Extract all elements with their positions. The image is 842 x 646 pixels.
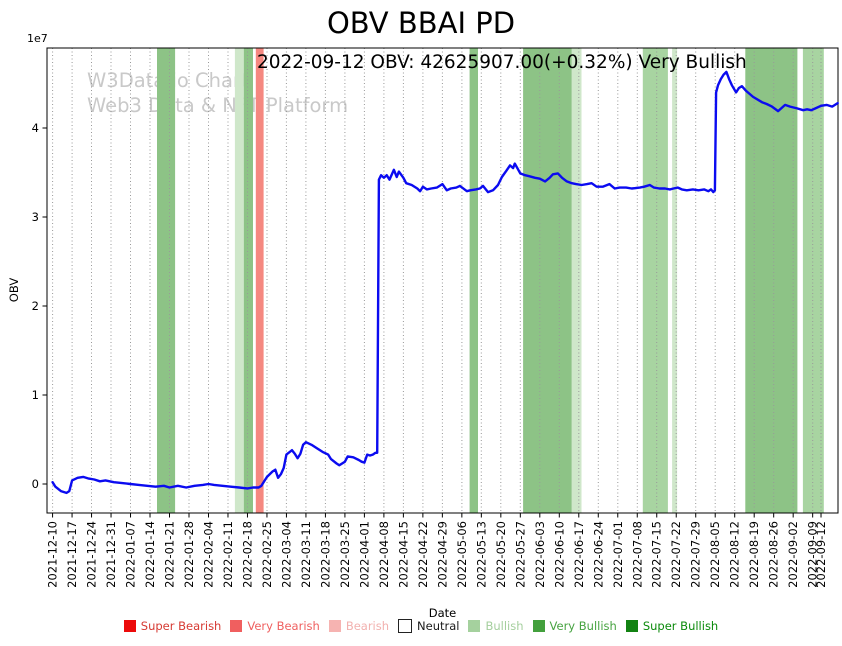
x-tick-label: 2022-06-24 bbox=[591, 521, 605, 588]
legend-item-neutral: Neutral bbox=[398, 619, 459, 633]
chart-title: OBV BBAI PD bbox=[326, 6, 516, 40]
legend-item-super-bearish: Super Bearish bbox=[123, 619, 222, 633]
x-tick-label: 2022-06-03 bbox=[533, 521, 547, 588]
band-bullish bbox=[642, 48, 668, 513]
x-tick-labels: 2021-12-10 2021-12-17 2021-12-24 2021-12-31… bbox=[46, 513, 828, 588]
legend-item-bearish: Bearish bbox=[328, 619, 390, 633]
x-tick-label: 2022-04-08 bbox=[377, 521, 391, 588]
x-tick-label: 2022-03-11 bbox=[299, 521, 313, 588]
x-tick-label: 2022-01-14 bbox=[143, 521, 157, 588]
band-bullish bbox=[571, 48, 582, 513]
x-tick-label: 2022-01-21 bbox=[163, 521, 177, 588]
x-axis-label: Date bbox=[428, 606, 457, 620]
x-tick-label: 2022-01-07 bbox=[124, 521, 138, 588]
band-very-bearish bbox=[255, 48, 264, 513]
x-tick-label: 2022-09-09 bbox=[806, 521, 820, 588]
x-tick-label: 2021-12-31 bbox=[104, 521, 118, 588]
x-tick-label: 2022-07-22 bbox=[669, 521, 683, 588]
x-tick-label: 2022-02-04 bbox=[202, 521, 216, 588]
chart-subtitle: 2022-09-12 OBV: 42625907.00(+0.32%) Very… bbox=[257, 52, 747, 73]
legend-item-very-bearish: Very Bearish bbox=[230, 619, 320, 633]
x-tick-label: 2022-03-18 bbox=[318, 521, 332, 588]
band-bullish bbox=[234, 48, 244, 513]
x-tick-label: 2022-05-06 bbox=[455, 521, 469, 588]
x-tick-label: 2022-07-29 bbox=[689, 521, 703, 588]
x-tick-label: 2022-04-15 bbox=[396, 521, 410, 588]
legend-label: Very Bearish bbox=[247, 619, 320, 633]
legend-swatch bbox=[532, 620, 545, 632]
x-tick-label: 2022-03-25 bbox=[338, 521, 352, 588]
sentiment-bands bbox=[157, 48, 824, 513]
x-tick-label: 2022-08-05 bbox=[708, 521, 722, 588]
x-tick-label: 2021-12-17 bbox=[65, 521, 79, 588]
band-bullish bbox=[672, 48, 678, 513]
legend-label: Super Bullish bbox=[642, 619, 719, 633]
x-tick-label: 2022-07-08 bbox=[630, 521, 644, 588]
x-tick-label: 2021-12-10 bbox=[46, 521, 60, 588]
y-tick-labels: 0 1 2 3 4 bbox=[32, 121, 47, 491]
x-tick-label: 2022-05-13 bbox=[474, 521, 488, 588]
x-tick-label: 2022-07-15 bbox=[650, 521, 664, 588]
y-tick-label: 1 bbox=[32, 388, 39, 402]
legend-swatch bbox=[230, 620, 243, 632]
gridlines bbox=[52, 48, 822, 513]
x-tick-label: 2022-02-11 bbox=[221, 521, 235, 588]
x-tick-label: 2022-08-19 bbox=[747, 521, 761, 588]
legend-item-bullish: Bullish bbox=[468, 619, 524, 633]
y-tick-label: 0 bbox=[32, 477, 39, 491]
y-axis-offset-label: 1e7 bbox=[27, 32, 48, 45]
legend-swatch bbox=[468, 620, 481, 632]
x-tick-label: 2021-12-24 bbox=[85, 521, 99, 588]
x-tick-label: 2022-08-26 bbox=[767, 521, 781, 588]
legend-swatch bbox=[123, 620, 136, 632]
y-tick-label: 2 bbox=[32, 299, 39, 313]
x-tick-label: 2022-05-27 bbox=[513, 521, 527, 588]
x-tick-label: 2022-06-10 bbox=[552, 521, 566, 588]
x-tick-label: 2022-07-01 bbox=[611, 521, 625, 588]
x-tick-label: 2022-09-12 bbox=[814, 521, 828, 588]
x-tick-label: 2022-04-29 bbox=[435, 521, 449, 588]
x-tick-label: 2022-03-04 bbox=[279, 521, 293, 588]
band-very-bullish bbox=[469, 48, 478, 513]
band-very-bullish bbox=[745, 48, 798, 513]
x-tick-label: 2022-04-22 bbox=[416, 521, 430, 588]
legend-label: Super Bearish bbox=[140, 619, 222, 633]
x-tick-label: 2022-06-17 bbox=[572, 521, 586, 588]
y-tick-label: 3 bbox=[32, 210, 39, 224]
legend-label: Neutral bbox=[417, 619, 460, 633]
x-tick-label: 2022-01-28 bbox=[182, 521, 196, 588]
legend-swatch bbox=[328, 620, 341, 632]
legend-item-super-bullish: Super Bullish bbox=[625, 619, 719, 633]
x-tick-label: 2022-05-20 bbox=[494, 521, 508, 588]
x-tick-label: 2022-04-01 bbox=[357, 521, 371, 588]
x-tick-label: 2022-02-18 bbox=[241, 521, 255, 588]
legend-item-very-bullish: Very Bullish bbox=[532, 619, 617, 633]
legend: Super Bearish Very Bearish Bearish Neutral B… bbox=[0, 619, 842, 633]
legend-label: Very Bullish bbox=[549, 619, 617, 633]
watermark-line-2: Web3 Data & NFT Platform bbox=[87, 94, 349, 117]
legend-label: Bullish bbox=[485, 619, 524, 633]
legend-swatch bbox=[398, 619, 413, 633]
band-very-bullish bbox=[157, 48, 176, 513]
band-very-bullish bbox=[523, 48, 572, 513]
obv-line bbox=[51, 70, 839, 495]
x-tick-label: 2022-09-02 bbox=[786, 521, 800, 588]
legend-label: Bearish bbox=[345, 619, 390, 633]
band-very-bullish bbox=[243, 48, 253, 513]
band-bullish bbox=[802, 48, 824, 513]
x-tick-label: 2022-02-25 bbox=[260, 521, 274, 588]
x-tick-label: 2022-08-12 bbox=[728, 521, 742, 588]
y-tick-label: 4 bbox=[32, 121, 39, 135]
legend-swatch bbox=[625, 620, 638, 632]
